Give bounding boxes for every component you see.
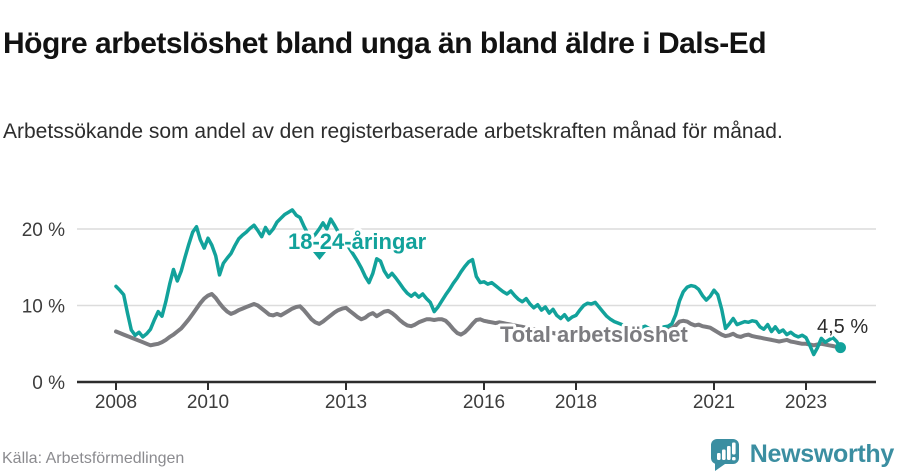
gridlines bbox=[77, 228, 876, 307]
line-young bbox=[114, 208, 843, 357]
series-end-dot bbox=[835, 342, 846, 354]
y-tick-label-10: 10 % bbox=[22, 297, 65, 318]
page-subtitle: Arbetssökande som andel av den registerb… bbox=[3, 120, 783, 143]
x-tick-label-2008: 2008 bbox=[95, 392, 137, 413]
page-title: Högre arbetslöshet bland unga än bland ä… bbox=[3, 27, 767, 61]
line-total bbox=[114, 292, 843, 351]
x-tick-label-2018: 2018 bbox=[555, 392, 597, 413]
series-label-young: 18-24-åringar bbox=[288, 229, 427, 254]
x-tick-label-2016: 2016 bbox=[463, 392, 505, 413]
x-tick-label-2023: 2023 bbox=[785, 392, 827, 413]
newsworthy-logo[interactable]: Newsworthy bbox=[708, 436, 894, 472]
series-label-total: Total arbetslöshet bbox=[500, 322, 689, 347]
x-tick-label-2021: 2021 bbox=[693, 392, 735, 413]
series-lines bbox=[114, 208, 843, 357]
axis-tick-labels: 0 % 10 % 20 % 2008 2010 2013 2016 2018 2021 2023 bbox=[22, 220, 827, 413]
newsworthy-speech-bubble-chart-icon bbox=[710, 439, 739, 471]
x-axis bbox=[77, 380, 876, 390]
series-label-young-arrow-icon bbox=[309, 250, 330, 263]
source-attribution: Källa: Arbetsförmedlingen bbox=[2, 450, 185, 467]
end-value-annotation: 4,5 % bbox=[817, 316, 868, 338]
brand-name: Newsworthy bbox=[749, 439, 895, 468]
y-tick-label-0: 0 % bbox=[32, 373, 65, 394]
x-tick-label-2010: 2010 bbox=[187, 392, 229, 413]
x-tick-label-2013: 2013 bbox=[325, 392, 367, 413]
y-tick-label-20: 20 % bbox=[22, 220, 65, 241]
